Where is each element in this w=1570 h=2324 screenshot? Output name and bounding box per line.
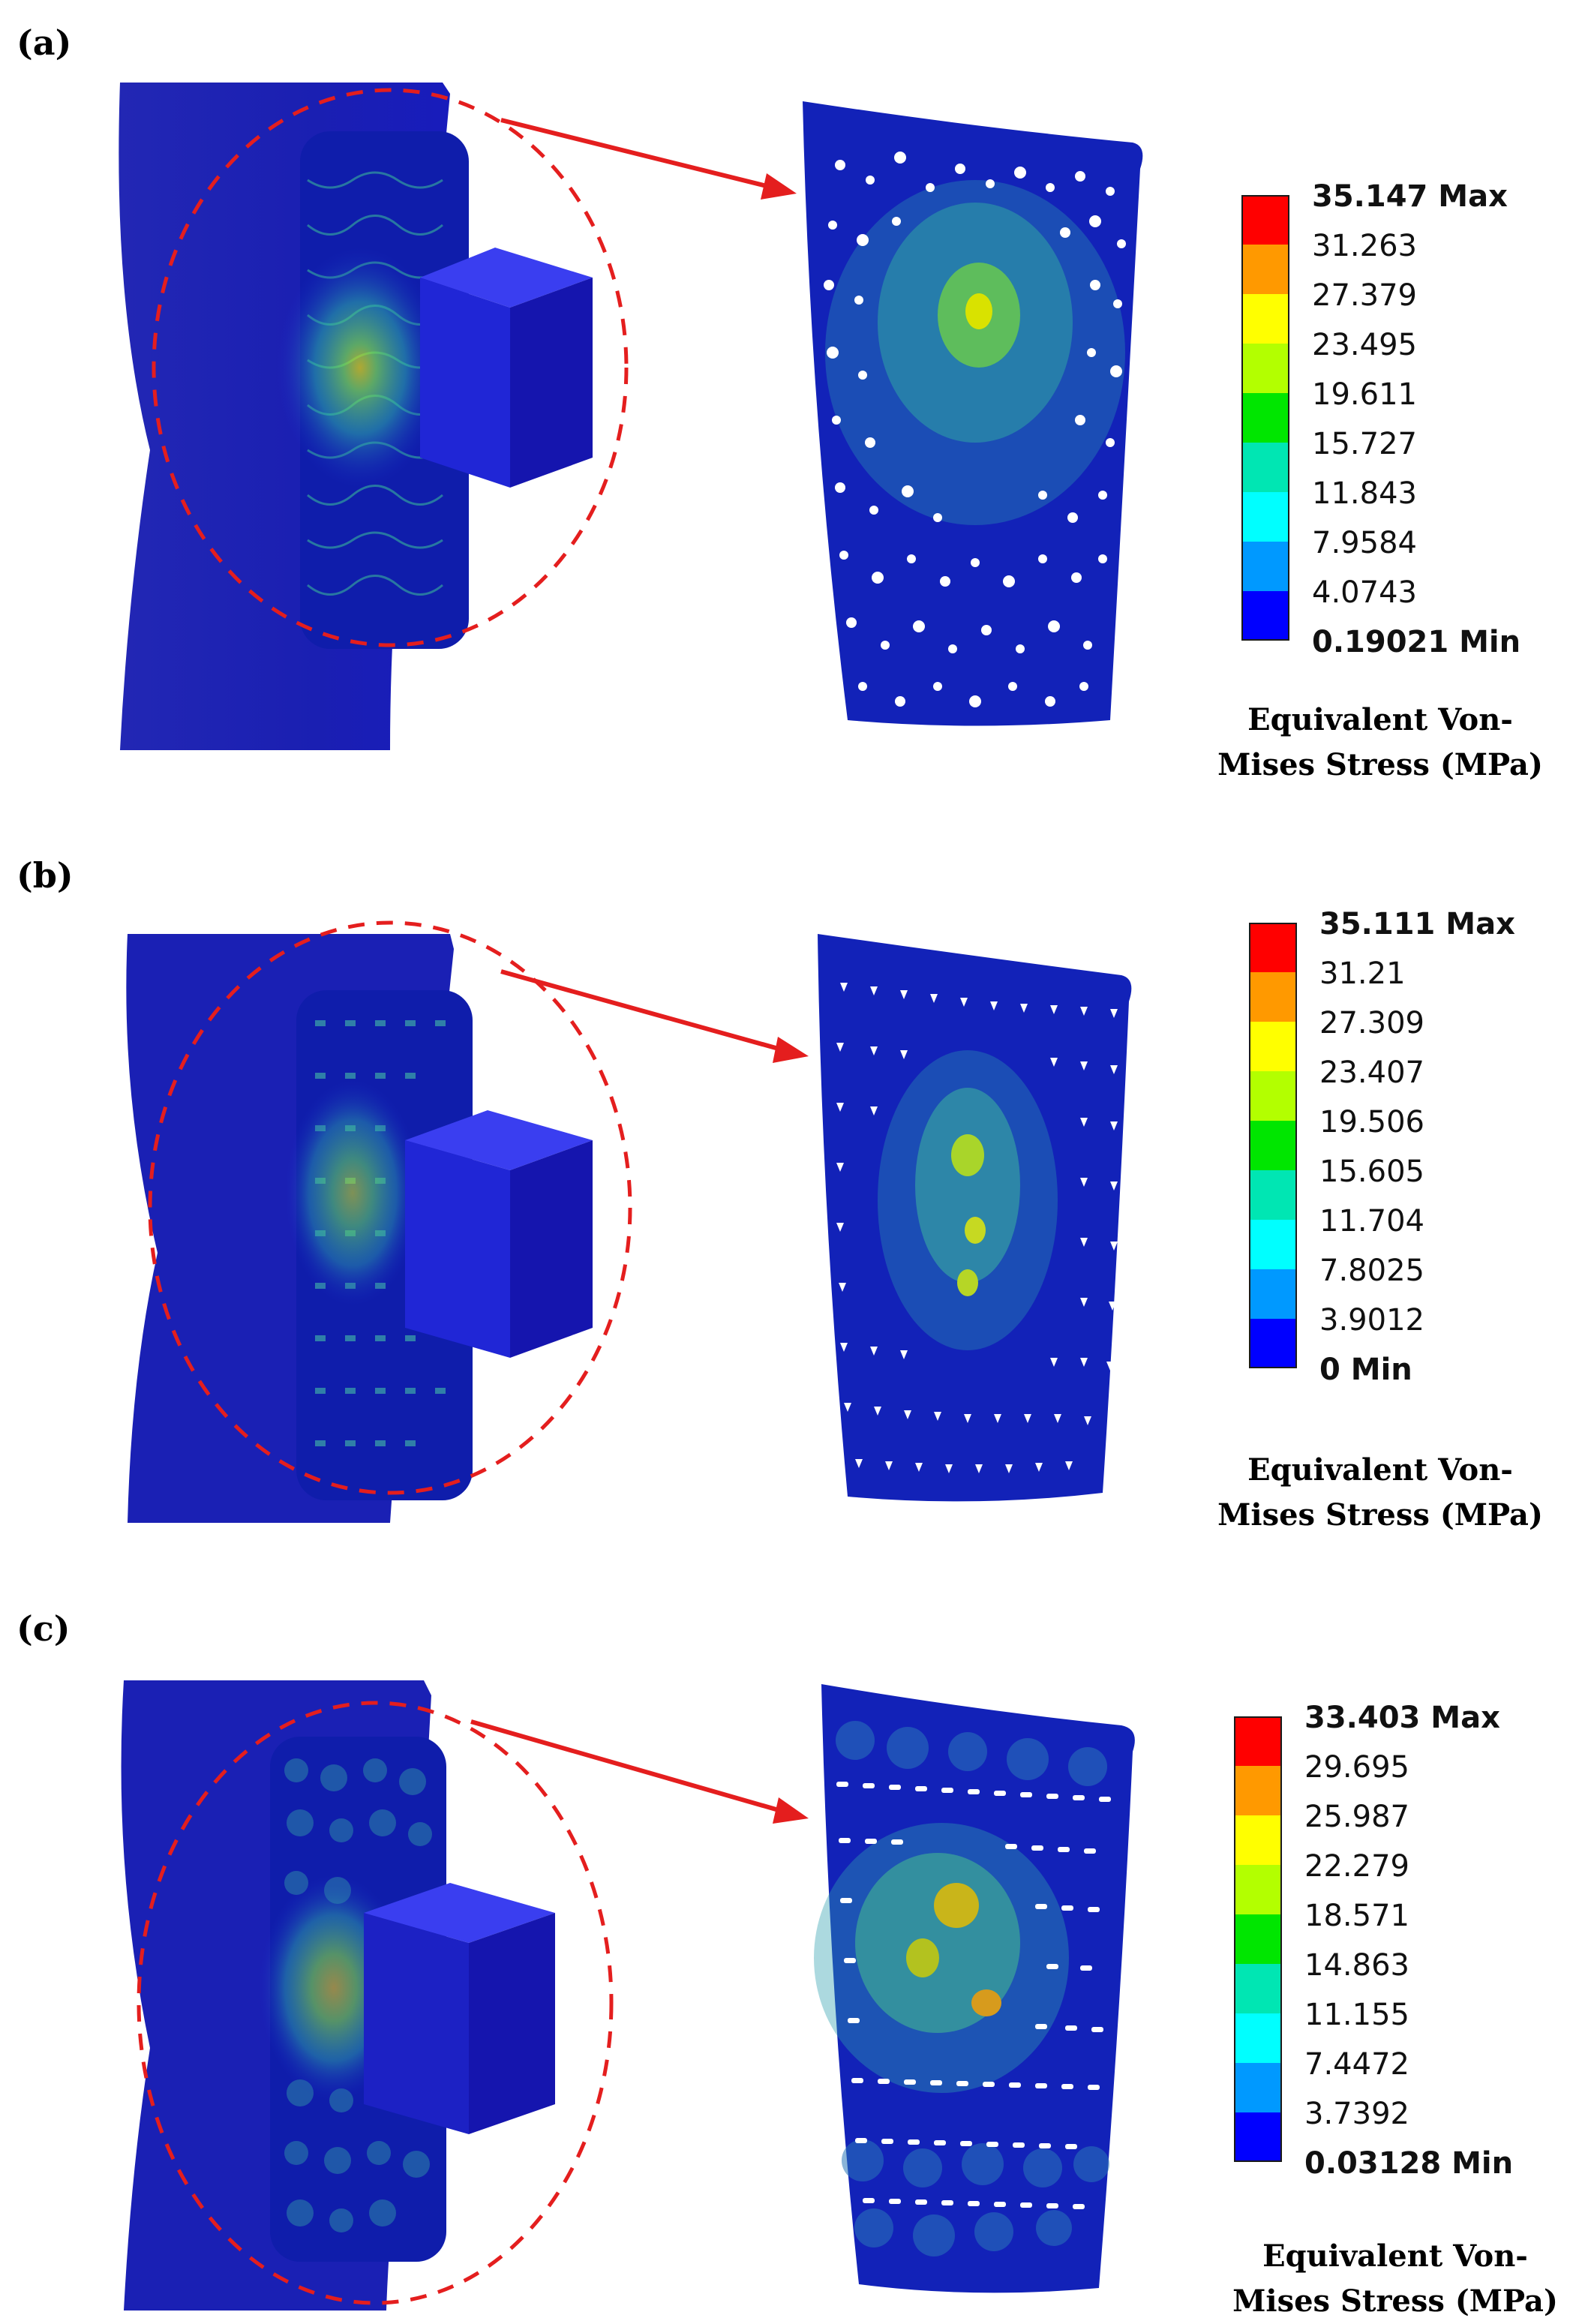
implant-zoom — [803, 101, 1143, 726]
callout-arrow — [500, 118, 773, 190]
legend-tick: 23.495 — [1312, 328, 1417, 362]
caption-line-2: Mises Stress (MPa) — [1217, 1497, 1543, 1533]
legend-min: 0.03128 Min — [1304, 2146, 1514, 2181]
panel-label: (c) — [17, 1608, 71, 1649]
implant-hotspot — [285, 1080, 420, 1305]
legend-tick: 23.407 — [1319, 1055, 1424, 1090]
zoom-hotspot — [878, 1050, 1058, 1350]
legend-tick: 22.279 — [1304, 1849, 1409, 1884]
legend-tick: 11.704 — [1319, 1204, 1424, 1239]
zoom-hotspot — [814, 1823, 1069, 2093]
panel-a: (a) — [0, 0, 1570, 782]
legend-tick: 11.155 — [1304, 1998, 1409, 2032]
loading-block — [364, 1883, 555, 2134]
lattice-pores — [836, 1782, 1111, 2209]
legend-min: 0 Min — [1319, 1353, 1412, 1387]
implant-texture-left — [315, 1020, 446, 1446]
loading-block — [405, 1110, 593, 1358]
stress-scene — [126, 920, 1132, 1523]
loading-block — [420, 248, 593, 488]
legend-tick: 7.8025 — [1319, 1254, 1424, 1288]
legend-tick: 3.7392 — [1304, 2097, 1409, 2131]
legend-tick: 3.9012 — [1319, 1303, 1424, 1338]
implant-hotspot — [278, 248, 443, 488]
legend-caption: Equivalent Von- Mises Stress (MPa) — [1215, 698, 1545, 788]
legend-tick: 25.987 — [1304, 1800, 1409, 1834]
legend-min: 0.19021 Min — [1312, 625, 1521, 659]
legend-max: 33.403 Max — [1304, 1701, 1500, 1735]
legend-max: 35.147 Max — [1312, 179, 1508, 214]
legend-tick: 15.727 — [1312, 427, 1417, 461]
caption-line-1: Equivalent Von- — [1247, 1452, 1513, 1488]
zoom-hotspot — [825, 180, 1125, 525]
legend-tick: 4.0743 — [1312, 575, 1417, 610]
panel-label: (b) — [17, 855, 74, 896]
callout-circle — [137, 1701, 614, 2305]
panel-label: (a) — [17, 23, 72, 63]
legend-tick: 19.506 — [1319, 1105, 1424, 1139]
legend-tick: 7.4472 — [1304, 2047, 1409, 2082]
lattice-pores — [836, 983, 1118, 1473]
legend-tick: 19.611 — [1312, 377, 1417, 412]
caption-line-1: Equivalent Von- — [1247, 702, 1513, 737]
callout-circle — [148, 920, 632, 1495]
legend-tick: 7.9584 — [1312, 526, 1417, 560]
stress-scene — [121, 1680, 1135, 2310]
legend-max: 35.111 Max — [1319, 907, 1515, 941]
caption-line-2: Mises Stress (MPa) — [1217, 747, 1543, 782]
zoom-texture — [836, 1721, 1109, 2256]
legend-caption: Equivalent Von- Mises Stress (MPa) — [1230, 2234, 1560, 2324]
panel-b: (b) — [0, 773, 1570, 1533]
caption-line-2: Mises Stress (MPa) — [1232, 2283, 1558, 2319]
panel-c: (c) — [0, 1553, 1570, 2319]
legend-tick: 15.605 — [1319, 1154, 1424, 1189]
callout-circle — [152, 88, 629, 647]
legend-tick: 31.263 — [1312, 229, 1417, 263]
legend-tick: 11.843 — [1312, 476, 1417, 511]
legend-tick: 29.695 — [1304, 1750, 1409, 1785]
callout-arrow — [500, 969, 785, 1052]
callout-arrow — [470, 1719, 785, 1814]
caption-line-1: Equivalent Von- — [1262, 2238, 1528, 2274]
legend-caption: Equivalent Von- Mises Stress (MPa) — [1215, 1448, 1545, 1538]
stress-scene — [119, 83, 1143, 750]
lattice-pores — [824, 152, 1126, 707]
legend-tick: 14.863 — [1304, 1948, 1409, 1983]
legend-tick: 27.379 — [1312, 278, 1417, 313]
legend-tick: 27.309 — [1319, 1006, 1424, 1040]
legend-tick: 18.571 — [1304, 1899, 1409, 1933]
legend-tick: 31.21 — [1319, 956, 1406, 991]
